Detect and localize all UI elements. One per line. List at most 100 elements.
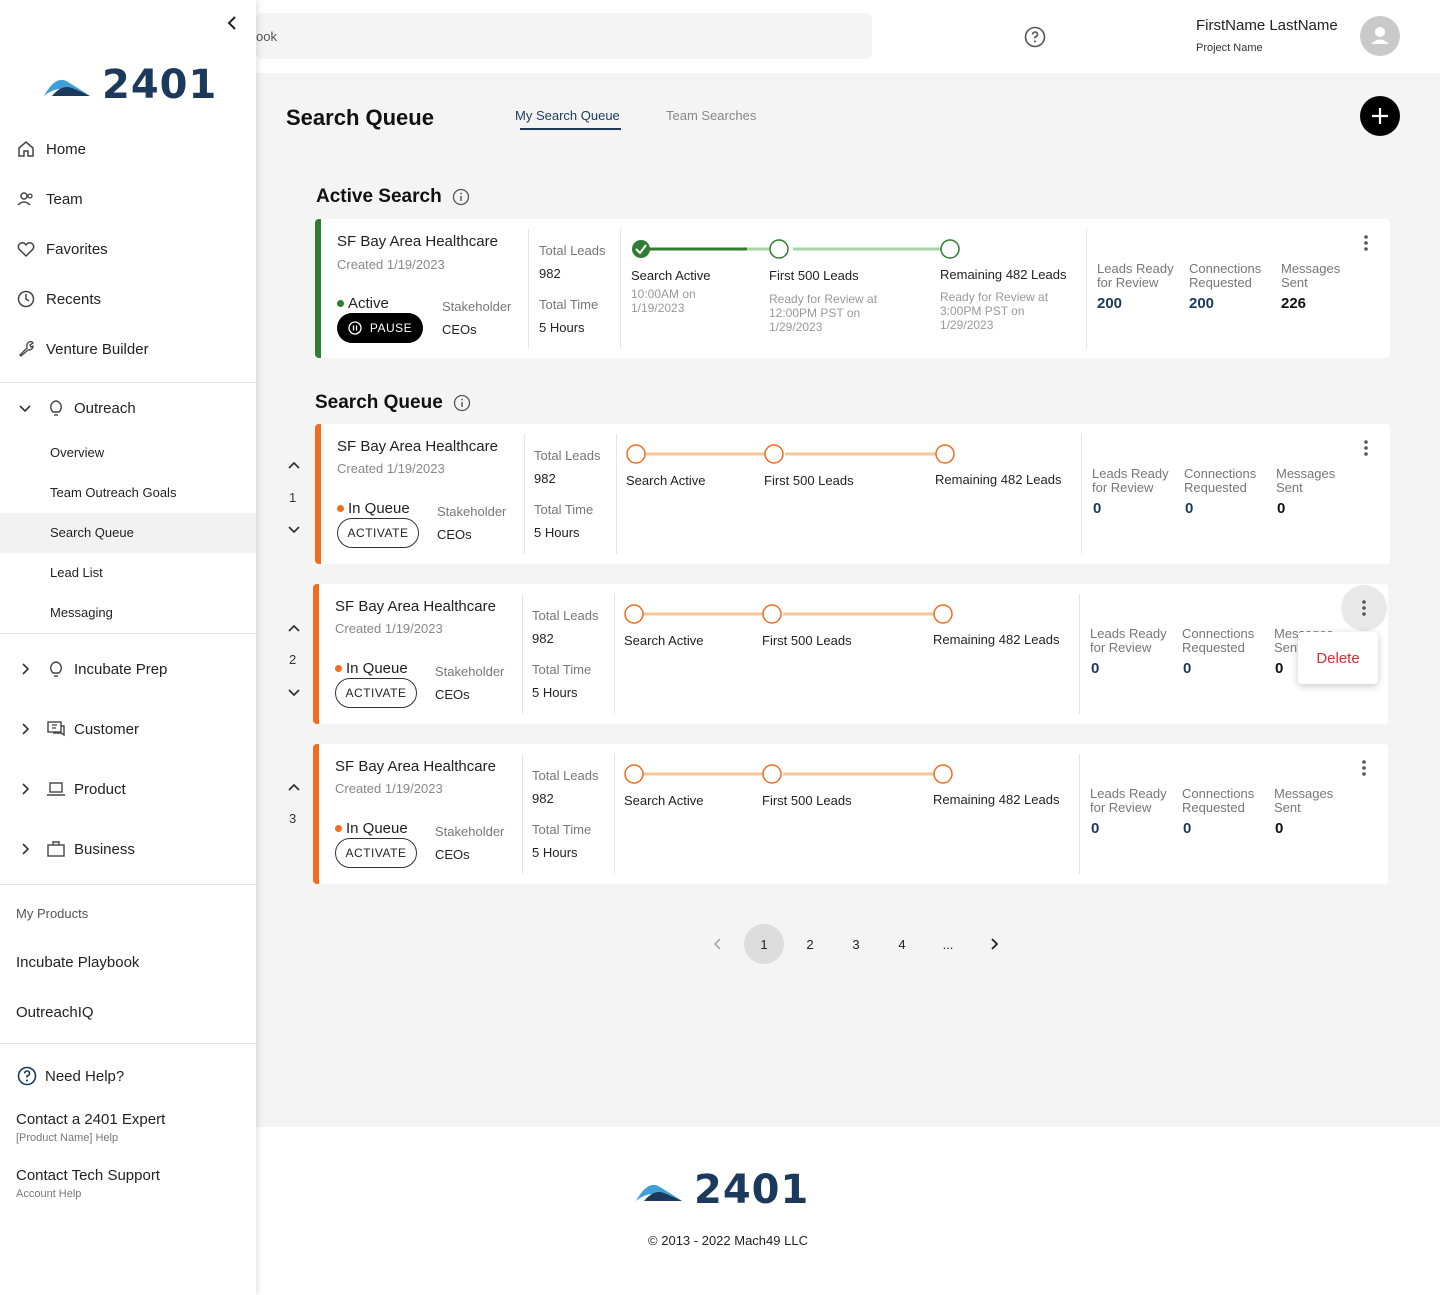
pagination-ellipsis[interactable]: ... bbox=[942, 936, 954, 952]
nav-group-outreach[interactable]: Outreach bbox=[18, 398, 136, 418]
metric-connections-label-2: Requested bbox=[1184, 480, 1247, 495]
move-down-chevron-icon[interactable] bbox=[286, 522, 302, 538]
info-icon[interactable] bbox=[452, 188, 470, 206]
sidebar-item-team-outreach-goals[interactable]: Team Outreach Goals bbox=[50, 485, 177, 500]
nav-group-customer[interactable]: Customer bbox=[18, 719, 139, 739]
pagination-page-2[interactable]: 2 bbox=[806, 936, 814, 952]
pagination-prev-icon[interactable] bbox=[710, 936, 726, 952]
metric-leads-ready-value: 0 bbox=[1093, 500, 1102, 517]
sidebar-item-messaging[interactable]: Messaging bbox=[50, 605, 113, 620]
pause-button[interactable]: PAUSE bbox=[337, 313, 423, 343]
tab-my-search-queue[interactable]: My Search Queue bbox=[515, 108, 620, 123]
nav-group-product[interactable]: Product bbox=[18, 779, 126, 799]
activate-button[interactable]: ACTIVATE bbox=[335, 838, 417, 868]
help-question-icon[interactable] bbox=[1024, 26, 1046, 48]
nav-recents[interactable]: Recents bbox=[16, 289, 101, 309]
column-divider bbox=[614, 594, 615, 714]
product-link-incubate-playbook[interactable]: Incubate Playbook bbox=[16, 954, 140, 971]
chevron-right-icon bbox=[22, 663, 30, 675]
metric-messages-label-2: Sent bbox=[1274, 640, 1301, 655]
move-up-chevron-icon[interactable] bbox=[286, 779, 302, 795]
move-up-chevron-icon[interactable] bbox=[286, 620, 302, 636]
sidebar-item-overview[interactable]: Overview bbox=[50, 445, 105, 460]
metric-leads-ready-value: 200 bbox=[1097, 295, 1123, 312]
avatar[interactable] bbox=[1360, 16, 1400, 56]
search-input[interactable]: ook bbox=[256, 13, 872, 59]
status-label: In Queue bbox=[348, 500, 410, 517]
sidebar-divider bbox=[0, 382, 256, 383]
move-down-chevron-icon[interactable] bbox=[286, 685, 302, 701]
footer-logo: 2401 bbox=[634, 1167, 809, 1213]
step-first-500: First 500 Leads bbox=[762, 633, 852, 648]
step-first-500-sub2: 12:00PM PST on bbox=[769, 306, 861, 320]
status-badge: In Queue bbox=[335, 660, 408, 677]
progress-track bbox=[624, 604, 953, 624]
progress-track bbox=[624, 764, 953, 784]
stakeholder-label: Stakeholder bbox=[435, 664, 505, 679]
briefcase-icon bbox=[47, 841, 65, 857]
column-divider bbox=[1081, 434, 1082, 554]
queue-order-number: 1 bbox=[289, 490, 297, 505]
brand-logo[interactable]: 2401 bbox=[42, 62, 217, 108]
product-link-outreachiq[interactable]: OutreachIQ bbox=[16, 1004, 94, 1021]
pagination-page-1[interactable]: 1 bbox=[744, 924, 784, 964]
search-queue-heading: Search Queue bbox=[315, 392, 471, 414]
more-options-icon[interactable] bbox=[1356, 438, 1376, 458]
step-search-active-date: 1/19/2023 bbox=[631, 301, 685, 315]
more-options-icon[interactable] bbox=[1354, 598, 1374, 618]
step-remaining-sub1: Ready for Review at bbox=[940, 290, 1049, 304]
more-options-icon[interactable] bbox=[1354, 758, 1374, 778]
nav-team[interactable]: Team bbox=[16, 189, 83, 209]
step-search-active: Search Active bbox=[626, 473, 706, 488]
pagination-page-3[interactable]: 3 bbox=[852, 936, 860, 952]
status-badge: Active bbox=[337, 295, 389, 312]
total-time-value: 5 Hours bbox=[532, 685, 578, 700]
created-date: Created 1/19/2023 bbox=[337, 461, 445, 476]
search-title: SF Bay Area Healthcare bbox=[335, 758, 496, 775]
more-options-icon[interactable] bbox=[1356, 233, 1376, 253]
info-icon[interactable] bbox=[453, 394, 471, 412]
column-divider bbox=[524, 434, 525, 554]
queue-search-card: SF Bay Area Healthcare Created 1/19/2023 I… bbox=[313, 744, 1388, 884]
nav-group-incubate-prep-label: Incubate Prep bbox=[74, 660, 168, 678]
nav-group-incubate-prep[interactable]: Incubate Prep bbox=[18, 659, 167, 679]
contact-expert-link[interactable]: Contact a 2401 Expert bbox=[16, 1111, 166, 1128]
collapse-sidebar-chevron-left-icon[interactable] bbox=[224, 14, 242, 32]
nav-favorites[interactable]: Favorites bbox=[16, 239, 108, 259]
metric-messages-label-2: Sent bbox=[1281, 275, 1308, 290]
contact-support-subtext: Account Help bbox=[16, 1188, 82, 1200]
pagination-page-4[interactable]: 4 bbox=[898, 936, 906, 952]
lightbulb-icon bbox=[50, 661, 62, 677]
metric-connections-value: 0 bbox=[1185, 500, 1194, 517]
delete-menu-item[interactable]: Delete bbox=[1298, 632, 1378, 684]
pagination-next-icon[interactable] bbox=[986, 936, 1002, 952]
activate-button[interactable]: ACTIVATE bbox=[335, 678, 417, 708]
total-leads-value: 982 bbox=[534, 471, 556, 486]
sidebar-active-item-highlight bbox=[0, 513, 256, 553]
wrench-icon bbox=[19, 341, 34, 357]
metric-connections-label-2: Requested bbox=[1182, 800, 1245, 815]
metric-messages-label-1: Messages bbox=[1276, 466, 1336, 481]
status-dot bbox=[337, 505, 344, 512]
nav-group-business[interactable]: Business bbox=[18, 839, 135, 859]
tab-team-searches[interactable]: Team Searches bbox=[666, 108, 757, 123]
search-title: SF Bay Area Healthcare bbox=[337, 438, 498, 455]
sidebar-item-search-queue[interactable]: Search Queue bbox=[50, 525, 134, 540]
status-label: In Queue bbox=[346, 820, 408, 837]
nav-venture-builder[interactable]: Venture Builder bbox=[16, 339, 149, 359]
need-help-link[interactable]: Need Help? bbox=[17, 1066, 124, 1086]
sidebar: 2401 Home Team Favorites Recents Venture… bbox=[0, 0, 256, 1295]
step-first-500-sub3: 1/29/2023 bbox=[769, 320, 823, 334]
move-up-chevron-icon[interactable] bbox=[286, 457, 302, 473]
sidebar-item-lead-list[interactable]: Lead List bbox=[50, 565, 103, 580]
add-search-button[interactable] bbox=[1360, 96, 1400, 136]
logo-text: 2401 bbox=[102, 62, 218, 108]
column-divider bbox=[1079, 594, 1080, 714]
footer: 2401 © 2013 - 2022 Mach49 LLC bbox=[256, 1127, 1440, 1295]
step-search-active: Search Active bbox=[624, 793, 704, 808]
activate-button[interactable]: ACTIVATE bbox=[337, 518, 419, 548]
nav-home[interactable]: Home bbox=[16, 139, 86, 159]
step-first-500: First 500 Leads bbox=[762, 793, 852, 808]
metric-messages-value: 226 bbox=[1281, 295, 1307, 312]
contact-support-link[interactable]: Contact Tech Support bbox=[16, 1167, 160, 1184]
